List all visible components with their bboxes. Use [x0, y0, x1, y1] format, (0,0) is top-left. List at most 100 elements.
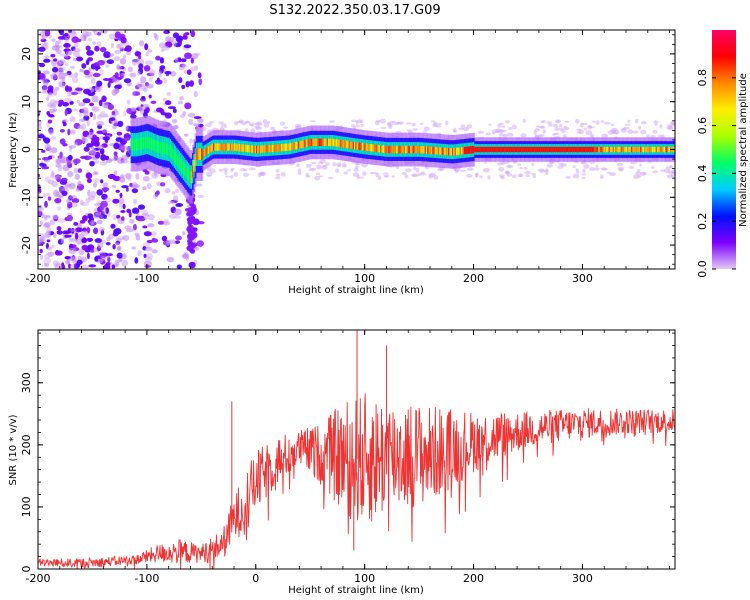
heatmap-cell [107, 82, 111, 88]
heatmap-cell [113, 170, 118, 176]
heatmap-cell [657, 146, 660, 153]
heatmap-cell [38, 210, 43, 217]
heatmap-cell [47, 85, 54, 92]
heatmap-cell [163, 218, 169, 225]
heatmap-cell [646, 146, 649, 153]
heatmap-cell [491, 146, 494, 153]
heatmap-cell [142, 225, 148, 229]
heatmap-cell [144, 136, 148, 149]
heatmap-cell [73, 41, 79, 48]
heatmap-cell [453, 127, 457, 133]
heatmap-cell [41, 149, 46, 153]
heatmap-cell [415, 145, 418, 154]
heatmap-cell [377, 175, 382, 181]
heatmap-cell [354, 141, 357, 150]
heatmap-cell [398, 145, 401, 154]
heatmap-cell [117, 246, 121, 251]
heatmap-cell [174, 57, 179, 63]
heatmap-cell [633, 146, 636, 153]
heatmap-cell [192, 123, 201, 127]
heatmap-cell [479, 175, 483, 179]
heatmap-cell [347, 140, 350, 149]
heatmap-cell [110, 117, 116, 121]
heatmap-cell [142, 186, 147, 191]
heatmap-cell [250, 145, 253, 153]
heatmap-cell [197, 72, 202, 79]
heatmap-cell [205, 122, 213, 127]
heatmap-cell [532, 174, 537, 179]
spectrogram-x-axis-label: Height of straight line (km) [288, 285, 424, 296]
heatmap-cell [112, 243, 116, 250]
heatmap-cell [201, 148, 204, 161]
heatmap-cell [363, 143, 366, 151]
heatmap-cell [561, 146, 564, 153]
heatmap-cell [514, 146, 517, 153]
heatmap-cell [322, 138, 325, 146]
heatmap-cell [505, 171, 510, 174]
heatmap-cell [39, 162, 45, 167]
heatmap-cell [48, 246, 53, 250]
heatmap-cell [517, 146, 520, 153]
heatmap-cell [124, 45, 132, 52]
heatmap-cell [81, 230, 89, 236]
heatmap-cell [114, 72, 119, 79]
heatmap-cell [665, 146, 668, 153]
heatmap-cell [567, 146, 570, 153]
heatmap-cell [103, 214, 107, 219]
heatmap-cell [151, 171, 159, 179]
heatmap-cell [280, 172, 286, 177]
heatmap-cell [190, 66, 199, 72]
heatmap-cell [659, 124, 663, 129]
heatmap-cell [47, 92, 53, 98]
heatmap-cell [42, 232, 50, 239]
heatmap-cell [470, 146, 473, 154]
heatmap-cell [88, 38, 93, 42]
heatmap-cell [548, 146, 551, 153]
heatmap-cell [271, 144, 274, 153]
heatmap-cell [77, 255, 82, 262]
heatmap-cell [64, 37, 70, 43]
heatmap-cell [57, 165, 63, 172]
heatmap-cell [38, 191, 41, 198]
heatmap-cell [311, 167, 317, 171]
heatmap-cell [461, 147, 464, 155]
heatmap-cell [431, 146, 434, 155]
heatmap-cell [79, 68, 84, 73]
heatmap-cell [521, 146, 524, 153]
heatmap-cell [189, 138, 193, 144]
heatmap-cell [583, 164, 590, 169]
heatmap-cell [309, 120, 317, 123]
heatmap-cell [325, 162, 330, 166]
heatmap-cell [283, 143, 286, 152]
heatmap-cell [87, 189, 91, 197]
heatmap-cell [139, 138, 142, 150]
heatmap-cell [58, 39, 62, 44]
heatmap-cell [627, 146, 630, 153]
heatmap-cell [81, 256, 88, 263]
heatmap-cell [97, 59, 105, 66]
heatmap-cell [638, 146, 641, 153]
heatmap-cell [100, 256, 106, 261]
heatmap-cell [45, 192, 51, 197]
heatmap-cell [310, 138, 314, 146]
heatmap-cell [591, 146, 594, 153]
heatmap-cell [114, 108, 118, 113]
y-tick-label: 0 [20, 146, 33, 153]
heatmap-cell [198, 78, 203, 86]
heatmap-cell [52, 66, 59, 73]
heatmap-cell [115, 137, 123, 142]
heatmap-cell [607, 146, 610, 153]
heatmap-cell [150, 137, 153, 150]
heatmap-cell [101, 208, 107, 214]
heatmap-cell [105, 262, 111, 266]
heatmap-cell [379, 118, 387, 124]
heatmap-cell [654, 146, 657, 153]
heatmap-cell [42, 192, 47, 199]
heatmap-cell [319, 159, 326, 164]
heatmap-cell [581, 146, 584, 153]
heatmap-cell [331, 138, 334, 146]
heatmap-cell [306, 165, 311, 168]
heatmap-cell [94, 136, 100, 142]
heatmap-cell [48, 128, 54, 136]
heatmap-cell [129, 182, 133, 188]
